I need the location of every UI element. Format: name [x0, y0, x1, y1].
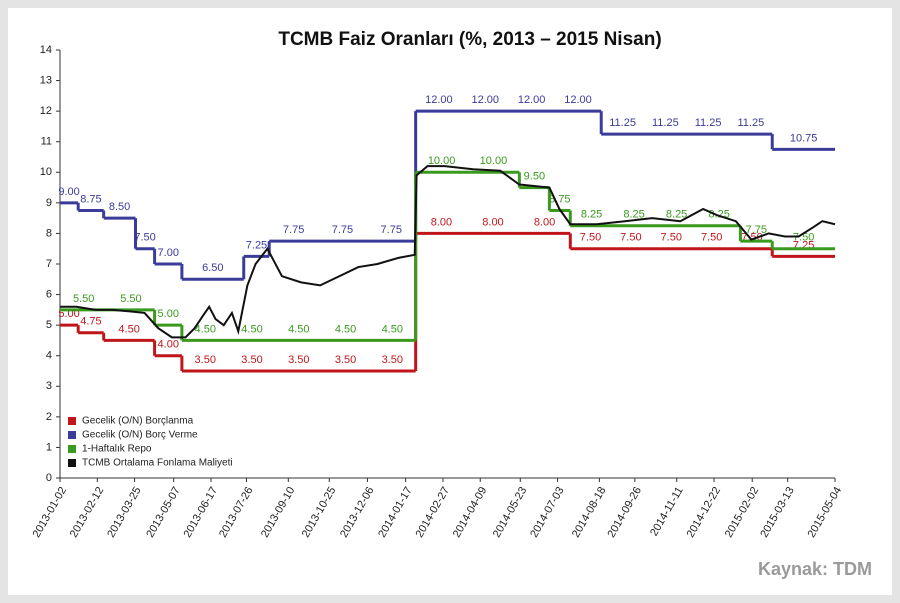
data-label: 11.25	[695, 117, 722, 129]
data-label: 5.50	[120, 293, 141, 305]
data-label: 4.00	[158, 339, 179, 351]
data-label: 3.50	[335, 354, 356, 366]
data-label: 7.75	[332, 224, 353, 236]
data-label: 4.75	[80, 316, 101, 328]
data-label: 11.25	[652, 117, 679, 129]
data-label: 3.50	[288, 354, 309, 366]
data-label: 8.50	[109, 201, 130, 213]
data-label: 8.25	[623, 209, 644, 221]
data-label: 12.00	[518, 94, 546, 106]
data-label: 8.25	[666, 209, 687, 221]
y-tick-label: 7	[46, 258, 52, 270]
data-label: 12.00	[425, 94, 453, 106]
y-tick-label: 6	[46, 288, 52, 300]
legend-swatch	[68, 417, 76, 425]
data-label: 9.50	[524, 170, 545, 182]
y-tick-label: 0	[46, 472, 52, 484]
data-label: 3.50	[382, 354, 403, 366]
data-label: 3.50	[241, 354, 262, 366]
source: Kaynak: TDM	[758, 559, 872, 579]
data-label: 8.25	[581, 209, 602, 221]
data-label: 4.50	[288, 323, 309, 335]
chart-background	[8, 8, 892, 595]
data-label: 8.00	[431, 216, 452, 228]
y-tick-label: 11	[41, 136, 52, 148]
data-label: 7.75	[381, 224, 402, 236]
data-label: 4.50	[241, 323, 262, 335]
data-label: 12.00	[471, 94, 499, 106]
data-label: 7.50	[701, 232, 722, 244]
y-tick-label: 1	[46, 441, 52, 453]
data-label: 8.00	[534, 216, 555, 228]
y-tick-label: 12	[40, 105, 52, 117]
y-tick-label: 14	[40, 44, 52, 56]
y-tick-label: 8	[46, 227, 52, 239]
data-label: 3.50	[195, 354, 216, 366]
y-tick-label: 4	[46, 350, 52, 362]
line-series	[60, 165, 836, 339]
legend-swatch	[68, 459, 76, 467]
data-label: 5.00	[158, 308, 179, 320]
data-label: 4.50	[335, 323, 356, 335]
data-label: 12.00	[564, 94, 592, 106]
legend-label: TCMB Ortalama Fonlama Maliyeti	[82, 458, 233, 469]
data-label: 5.50	[73, 293, 94, 305]
data-label: 6.50	[202, 262, 223, 274]
y-tick-label: 13	[40, 74, 52, 86]
data-label: 7.50	[793, 232, 814, 244]
data-label: 7.50	[580, 232, 601, 244]
legend-label: Gecelik (O/N) Borçlanma	[82, 416, 194, 427]
data-label: 11.25	[738, 117, 765, 129]
legend-label: 1-Haftalık Repo	[82, 444, 152, 455]
data-label: 4.50	[118, 323, 139, 335]
data-label: 7.50	[134, 232, 155, 244]
chart-title: TCMB Faiz Oranları (%, 2013 – 2015 Nisan…	[278, 29, 661, 50]
data-label: 7.00	[158, 247, 179, 259]
y-tick-label: 10	[40, 166, 52, 178]
data-label: 7.75	[283, 224, 304, 236]
data-label: 10.75	[790, 132, 818, 144]
y-tick-label: 9	[46, 197, 52, 209]
data-label: 10.00	[428, 155, 456, 167]
data-label: 9.00	[58, 186, 79, 198]
data-label: 11.25	[609, 117, 636, 129]
data-label: 7.25	[246, 239, 267, 251]
data-label: 10.00	[480, 155, 508, 167]
data-label: 7.50	[620, 232, 641, 244]
legend-label: Gecelik (O/N) Borç Verme	[82, 430, 198, 441]
data-label: 8.00	[482, 216, 503, 228]
data-label: 7.50	[661, 232, 682, 244]
legend-swatch	[68, 431, 76, 439]
data-label: 4.50	[195, 323, 216, 335]
y-tick-label: 3	[46, 380, 52, 392]
data-label: 4.50	[382, 323, 403, 335]
y-tick-label: 5	[46, 319, 52, 331]
data-label: 8.75	[80, 193, 101, 205]
y-tick-label: 2	[46, 411, 52, 423]
legend-swatch	[68, 445, 76, 453]
data-label: 7.75	[746, 224, 767, 236]
